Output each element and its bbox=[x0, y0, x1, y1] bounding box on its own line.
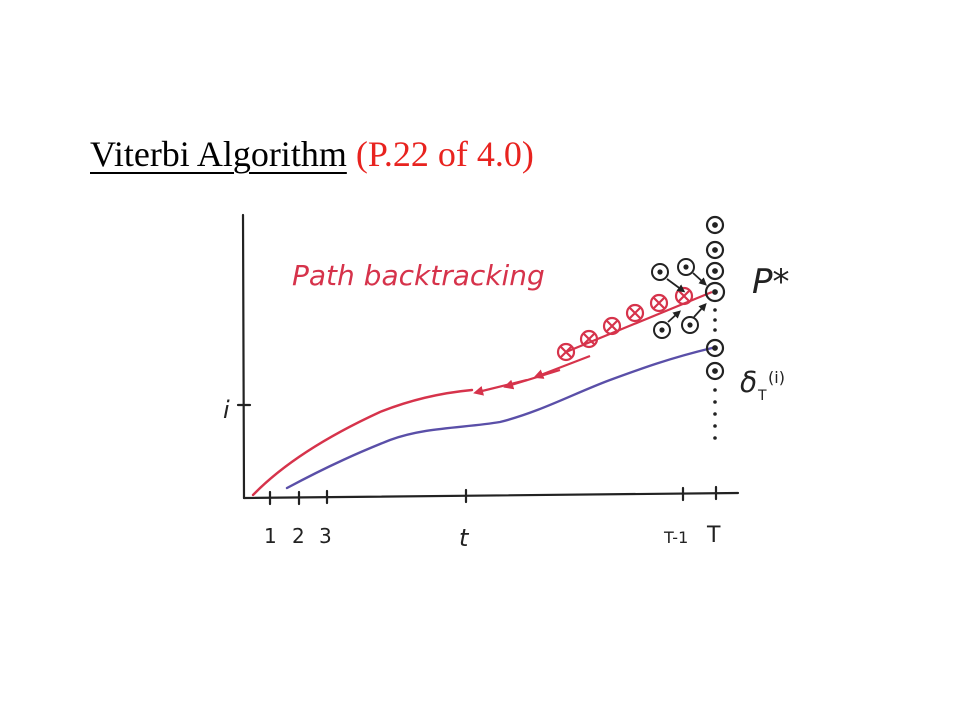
slide-title: Viterbi Algorithm (P.22 of 4.0) bbox=[90, 132, 534, 176]
blue-curve bbox=[285, 346, 714, 490]
x-tick-label-t: t bbox=[459, 524, 470, 552]
y-axis-label: i bbox=[223, 396, 230, 424]
red-backtrack-arrow-2 bbox=[503, 368, 561, 390]
x-tick-label-T-1: T-1 bbox=[663, 528, 688, 547]
delta-argument: (i) bbox=[768, 368, 785, 387]
delta-subscript: T bbox=[757, 388, 767, 404]
red-curve bbox=[251, 388, 474, 497]
transition-arrows bbox=[666, 272, 707, 323]
red-backtrack-arrow-3 bbox=[533, 354, 591, 379]
title-main: Viterbi Algorithm bbox=[90, 134, 347, 174]
x-axis bbox=[242, 491, 740, 500]
states-at-T-1 bbox=[651, 258, 699, 339]
states-at-T bbox=[704, 215, 726, 381]
x-tick-label-1: 1 bbox=[264, 524, 277, 548]
backtrack-states bbox=[556, 286, 713, 362]
axes bbox=[236, 213, 740, 506]
optimal-path-label: P* bbox=[752, 262, 790, 302]
title-reference: (P.22 of 4.0) bbox=[355, 134, 534, 174]
x-tick-label-3: 3 bbox=[319, 524, 332, 548]
delta-label: δ bbox=[740, 366, 757, 399]
y-axis bbox=[241, 213, 246, 500]
x-tick-label-T: T bbox=[706, 523, 721, 548]
path-backtracking-label: Path backtracking bbox=[292, 259, 545, 292]
states-ellipsis bbox=[713, 308, 717, 440]
x-tick-label-2: 2 bbox=[292, 524, 305, 548]
